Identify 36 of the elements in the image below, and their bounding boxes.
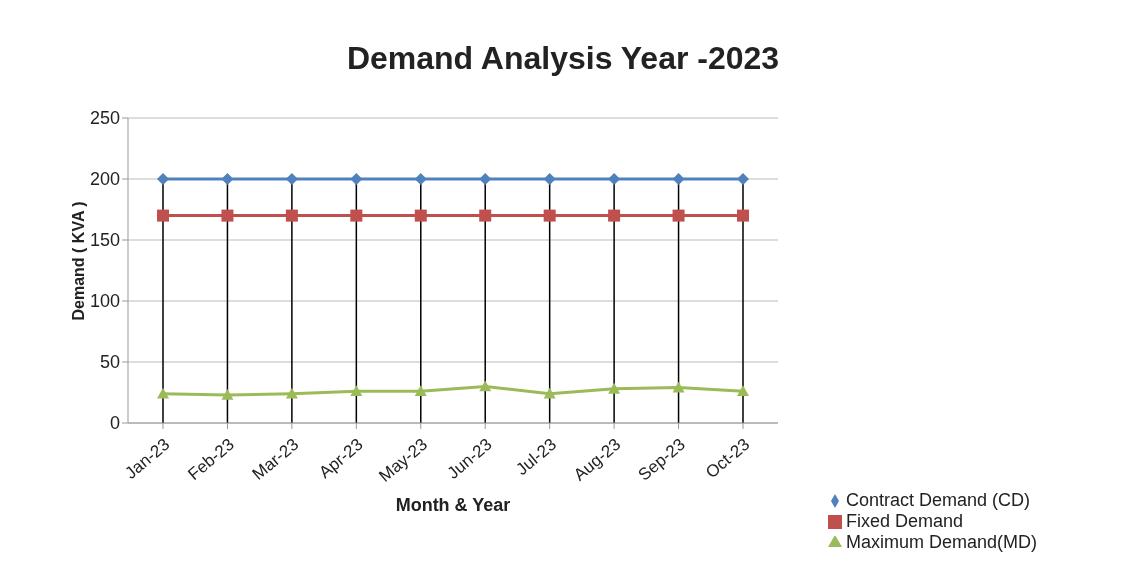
point: [157, 387, 169, 399]
point: [543, 387, 556, 399]
point: [737, 385, 749, 397]
y-tick-label: 150: [89, 230, 120, 251]
point: [157, 209, 169, 222]
y-tick-label: 0: [109, 413, 120, 434]
point: [414, 385, 427, 397]
x-axis-title: Month & Year: [395, 495, 511, 515]
point: [414, 209, 427, 222]
point: [221, 173, 234, 185]
point: [285, 209, 298, 222]
point: [543, 209, 556, 222]
point: [285, 387, 298, 399]
point: [221, 388, 234, 400]
point: [350, 385, 363, 397]
chart-title: Demand Analysis Year -2023: [345, 40, 781, 77]
point: [737, 209, 749, 222]
point: [608, 382, 621, 394]
y-tick-label: 50: [99, 352, 120, 373]
legend-label: Contract Demand (CD): [846, 490, 1031, 510]
y-tick-label: 100: [89, 291, 120, 312]
point: [672, 173, 685, 185]
y-tick-label: 250: [89, 108, 120, 129]
legend-label: Fixed Demand: [846, 511, 964, 531]
point: [479, 380, 492, 392]
point: [479, 209, 492, 222]
y-axis-title: Demand ( KVA ): [69, 201, 87, 321]
legend-label: Maximum Demand(MD): [846, 532, 1038, 552]
point: [737, 173, 749, 185]
y-tick-label: 200: [89, 169, 120, 190]
point: [221, 209, 234, 222]
point: [157, 173, 169, 185]
point: [350, 209, 363, 222]
point: [672, 209, 685, 222]
point: [672, 381, 685, 393]
point: [608, 209, 621, 222]
